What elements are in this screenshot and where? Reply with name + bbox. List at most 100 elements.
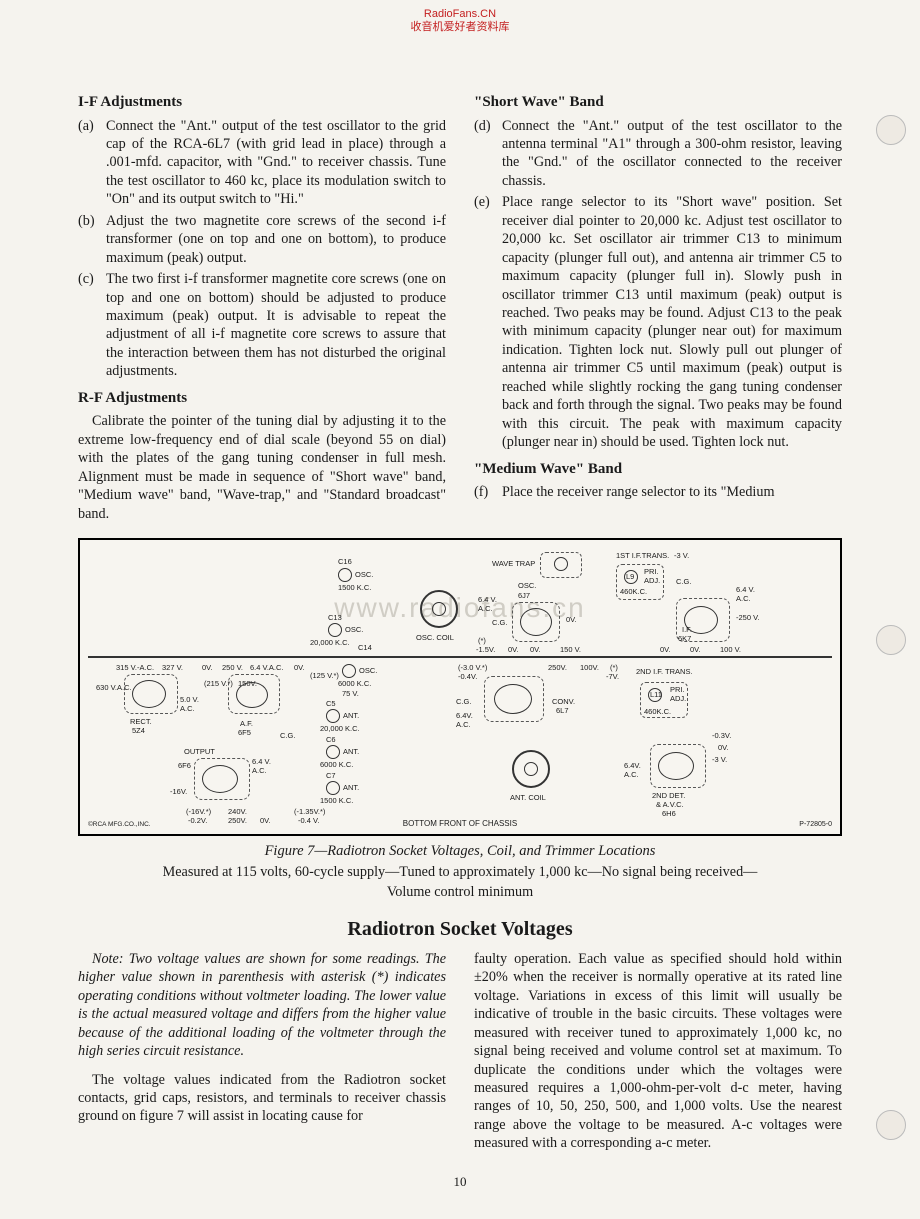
lbl-6f6: 6F6 xyxy=(178,762,191,770)
lbl-c16: C16 xyxy=(338,558,352,566)
item-f: (f) Place the receiver range selector to… xyxy=(474,483,842,501)
text-f: Place the receiver range selector to its… xyxy=(502,483,842,501)
text-e: Place range selector to its "Short wave"… xyxy=(502,193,842,451)
lbl-20000kc: 20,000 K.C. xyxy=(310,639,350,647)
trimmer-c7 xyxy=(326,781,340,795)
lbl-osc1: OSC. xyxy=(355,571,373,579)
text-b: Adjust the two magnetite core screws of … xyxy=(106,212,446,267)
lbl-wavetrap: WAVE TRAP xyxy=(492,560,535,568)
lbl-pri2: PRI. xyxy=(670,686,685,694)
medium-wave-heading: "Medium Wave" Band xyxy=(474,460,842,480)
lbl-64vac: 6.4 V.A.C. xyxy=(250,664,284,672)
lbl-0v-2: 0V. xyxy=(530,646,541,654)
tube-6j7 xyxy=(520,608,552,636)
item-e: (e) Place range selector to its "Short w… xyxy=(474,193,842,451)
trimmer-c5 xyxy=(326,709,340,723)
note-para: Note: Two voltage values are shown for s… xyxy=(78,950,446,1061)
lbl-osc4: OSC. xyxy=(359,667,377,675)
trimmer-c13 xyxy=(328,623,342,637)
lbl-150v: 150 V. xyxy=(560,646,581,654)
left-para2: The voltage values indicated from the Ra… xyxy=(78,1071,446,1126)
fig-bottom-text: BOTTOM FRONT OF CHASSIS xyxy=(403,820,517,828)
lbl-output: OUTPUT xyxy=(184,748,215,756)
fig-copyright: ©RCA MFG.CO.,INC. xyxy=(88,822,151,829)
item-d: (d) Connect the "Ant." output of the tes… xyxy=(474,117,842,191)
lbl-c6: C6 xyxy=(326,736,336,744)
main-columns: I-F Adjustments (a) Connect the "Ant." o… xyxy=(78,85,842,526)
label-a: (a) xyxy=(78,117,106,209)
lbl-0v-4: 0V. xyxy=(660,646,671,654)
watermark-line2: 收音机爱好者资料库 xyxy=(411,21,510,34)
lbl-m02v: -0.2V. xyxy=(188,817,207,825)
lbl-50v: 5.0 V. xyxy=(180,696,199,704)
trimmer-c16 xyxy=(338,568,352,582)
lbl-m16v: -16V. xyxy=(170,788,187,796)
punch-hole xyxy=(876,115,906,145)
lbl-c5: C5 xyxy=(326,700,336,708)
lbl-l11: L11 xyxy=(650,691,662,699)
lbl-64v-2: 6.4 V. xyxy=(736,586,755,594)
lbl-460kc: 460K.C. xyxy=(620,588,647,596)
lbl-0v-5: 0V. xyxy=(690,646,701,654)
lbl-240v: 240V. xyxy=(228,808,247,816)
lbl-adj2: ADJ. xyxy=(670,695,686,703)
lbl-c13: C13 xyxy=(328,614,342,622)
lbl-if: I.F. xyxy=(682,626,692,634)
lbl-6f5: 6F5 xyxy=(238,729,251,737)
text-c: The two first i-f transformer magnetite … xyxy=(106,270,446,381)
lbl-0v-1: 0V. xyxy=(508,646,519,654)
lbl-m3v2: -3 V. xyxy=(712,756,727,764)
lbl-ac-o: A.C. xyxy=(252,767,267,775)
watermark-line1: RadioFans.CN xyxy=(411,8,510,21)
item-a: (a) Connect the "Ant." output of the tes… xyxy=(78,117,446,209)
lbl-6l7: 6L7 xyxy=(556,707,569,715)
lbl-m3v: -3 V. xyxy=(674,552,689,560)
label-b: (b) xyxy=(78,212,106,267)
lbl-100v: 100 V. xyxy=(720,646,741,654)
lbl-64v-1: 6.4 V. xyxy=(478,596,497,604)
lbl-avc: & A.V.C. xyxy=(656,801,684,809)
text-d: Connect the "Ant." output of the test os… xyxy=(502,117,842,191)
lbl-osc3: OSC. xyxy=(518,582,536,590)
lbl-250v: 250 V. xyxy=(222,664,243,672)
lbl-0v-3: 0V. xyxy=(566,616,577,624)
lbl-2nd-det: 2ND DET. xyxy=(652,792,685,800)
lbl-ant1: ANT. xyxy=(343,712,359,720)
lbl-250v-o: 250V. xyxy=(228,817,247,825)
item-b: (b) Adjust the two magnetite core screws… xyxy=(78,212,446,267)
tube-6f6 xyxy=(202,765,238,793)
socket-voltages-title: Radiotron Socket Voltages xyxy=(78,916,842,942)
lbl-ac3: A.C. xyxy=(180,705,195,713)
lbl-m15v: -1.5V. xyxy=(476,646,495,654)
tube-6l7 xyxy=(494,684,532,714)
lbl-6000kc: 6000 K.C. xyxy=(338,680,371,688)
punch-hole xyxy=(876,1110,906,1140)
lbl-cg3: C.G. xyxy=(456,698,471,706)
short-wave-heading: "Short Wave" Band xyxy=(474,93,842,113)
lbl-m16vs: (-16V.*) xyxy=(186,808,211,816)
lbl-64v-h: 6.4V. xyxy=(624,762,641,770)
lbl-c14: C14 xyxy=(358,644,372,652)
lbl-ac-2: A.C. xyxy=(736,595,751,603)
lbl-m03v: -0.3V. xyxy=(712,732,731,740)
lbl-m30v: (-3.0 V.*) xyxy=(458,664,487,672)
lbl-0v-7: 0V. xyxy=(294,664,305,672)
watermark-header: RadioFans.CN 收音机爱好者资料库 xyxy=(411,8,510,34)
lbl-m250v: -250 V. xyxy=(736,614,760,622)
page-number: 10 xyxy=(454,1174,467,1191)
label-c: (c) xyxy=(78,270,106,381)
lbl-6h6: 6H6 xyxy=(662,810,676,818)
right-para1: faulty operation. Each value as specifie… xyxy=(474,950,842,1153)
label-e: (e) xyxy=(474,193,502,451)
fig-partno: P-72805-0 xyxy=(799,821,832,828)
lbl-cg2: C.G. xyxy=(280,732,295,740)
lbl-l9: L9 xyxy=(626,573,634,581)
punch-hole xyxy=(876,625,906,655)
figure-caption: Figure 7—Radiotron Socket Voltages, Coil… xyxy=(78,842,842,861)
lbl-ant-coil: ANT. COIL xyxy=(510,794,546,802)
lbl-m04v2: -0.4V. xyxy=(458,673,477,681)
lbl-c7: C7 xyxy=(326,772,336,780)
lbl-m7v: -7V. xyxy=(606,673,619,681)
wavetrap-trimmer xyxy=(554,557,568,571)
item-c: (c) The two first i-f transformer magnet… xyxy=(78,270,446,381)
